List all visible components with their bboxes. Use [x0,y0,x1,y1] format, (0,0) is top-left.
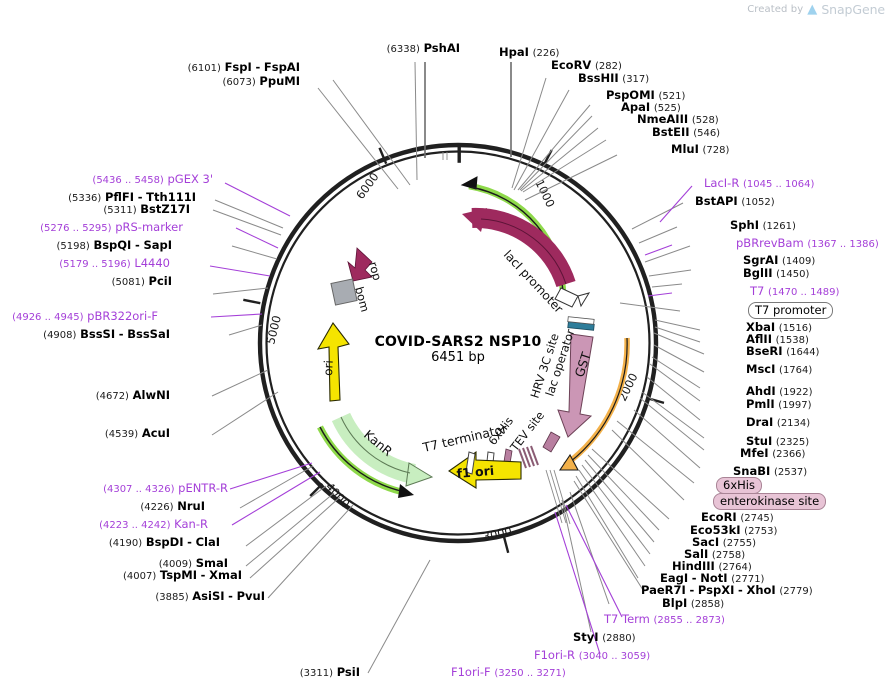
label-AcuI: (4539) AcuI [104,426,170,440]
label-ApaI: ApaI (525) [621,100,681,114]
label-L4440: (5179 .. 5196) L4440 [59,256,170,270]
leader-lines-left [211,199,431,674]
feature-KanR-promoter-arc [317,425,414,498]
label-SmaI: (4009) SmaI [158,556,228,570]
watermark-created-by: Created by [747,4,804,15]
label-PspOMI: PspOMI (521) [606,88,686,102]
feature-ori [316,322,350,402]
feature-label-bom: bom [352,285,372,313]
feature-T7-terminator-flag [465,451,476,475]
label-AhdI: AhdI (1922) [746,384,813,398]
label-SgrAI: SgrAI (1409) [743,253,816,267]
ruler-ticks [243,145,665,554]
ruler-label-1000: 1000 [532,177,557,209]
label-BspQI-SapI: (5198) BspQI - SapI [56,238,172,252]
leader-lines-right [561,202,705,633]
snapgene-watermark: Created by ▲ SnapGene [747,2,885,17]
label-BstEII: BstEII (546) [652,125,721,139]
label-AlwNI: (4672) AlwNI [95,388,170,402]
feature-box-T7-promoter: T7 promoter [748,302,834,319]
label-SalI: SalI (2758) [684,547,746,561]
page-title: COVID-SARS2 NSP10 [374,334,542,350]
label-pENTR-R: (4307 .. 4326) pENTR-R [103,481,228,495]
feature-box-6xHis: 6xHis [716,477,762,494]
feature-T7-terminator-arc [558,337,630,471]
label-pBRrevBam: pBRrevBam (1367 .. 1386) [736,236,879,250]
leader-lines-top-left [317,61,418,190]
label-BssHII: BssHII (317) [578,71,650,85]
snapgene-logo-icon: ▲ [807,2,818,17]
label-StyI: StyI (2880) [573,630,636,644]
feature-promoter-flag [554,287,591,308]
label-EcoRI: EcoRI (2745) [701,510,774,524]
leader-lines-top-right [511,77,618,201]
label-PpuMI: (6073) PpuMI [222,74,301,88]
label-DraI: DraI (2134) [746,415,811,429]
feature-GST [557,333,594,438]
feature-KanR [331,412,434,487]
leader-lines-primer-left [209,182,321,526]
label-EagI-NotI: EagI - NotI (2771) [660,571,765,585]
plasmid-size: 6451 bp [431,350,485,365]
feature-label-rop: rop [366,260,384,282]
feature-HRV3C-site [542,431,561,453]
label-FspI-FspAI: (6101) FspI - FspAI [187,60,300,74]
label-BssSI-BssSaI: (4908) BssSI - BssSaI [43,327,170,341]
label-PciI: (5081) PciI [111,274,172,288]
label-Eco53kI: Eco53kI (2753) [690,523,778,537]
label-PflFI-Tth111I: (5336) PflFI - Tth111I [68,190,196,204]
label-HindIII: HindIII (2764) [672,559,752,573]
ruler-label-5000: 5000 [263,314,284,346]
label-PsiI: (3311) PsiI [299,665,360,679]
label-Kan-R: (4223 .. 4242) Kan-R [99,517,208,531]
label-SacI: SacI (2755) [692,535,757,549]
feature-box-enterokinase-site: enterokinase site [713,493,827,510]
feature-label-f1-ori: f1 ori [456,463,495,481]
label-BseRI: BseRI (1644) [746,344,820,358]
label-pRS-marker: (5276 .. 5295) pRS-marker [40,220,183,234]
label-XbaI: XbaI (1516) [746,320,813,334]
label-SnaBI: SnaBI (2537) [733,464,808,478]
leader-lines-primer-right [554,185,693,655]
feature-lac-operator [567,316,595,331]
label-BstZ17I: (5311) BstZ17I [103,202,190,216]
label-pGEX3prime: (5436 .. 5458) pGEX 3' [92,172,213,186]
label-BglII: BglII (1450) [743,266,810,280]
label-BstAPI: BstAPI (1052) [695,194,775,208]
label-T7-primer: T7 (1470 .. 1489) [750,284,840,298]
feature-label-ori: ori [321,360,336,376]
label-pBR322ori-F: (4926 .. 4945) pBR322ori-F [12,309,158,323]
label-MscI: MscI (1764) [746,362,813,376]
feature-lacI-cds [462,207,576,288]
label-F1ori-R: F1ori-R (3040 .. 3059) [534,648,651,662]
label-BlpI: BlpI (2858) [662,596,725,610]
ruler-label-3000: 3000 [482,524,514,544]
feature-rop [347,247,373,282]
label-LacI-R: LacI-R (1045 .. 1064) [704,176,815,190]
label-SphI: SphI (1261) [730,218,796,232]
label-MfeI: MfeI (2366) [740,446,806,460]
label-AsiSI-PvuI: (3885) AsiSI - PvuI [155,589,265,603]
label-PaeR7I-PspXI-XhoI: PaeR7I - PspXI - XhoI (2779) [641,583,813,597]
label-MluI: MluI (728) [671,142,730,156]
label-StuI: StuI (2325) [746,434,810,448]
mcs-leader-bundle [545,469,571,525]
label-NruI: (4226) NruI [140,499,205,513]
label-F1ori-F: F1ori-F (3250 .. 3271) [451,665,566,679]
label-TspMI-XmaI: (4007) TspMI - XmaI [122,568,242,582]
label-NmeAIII: NmeAIII (528) [637,112,719,126]
feature-TEV-site [518,445,539,469]
watermark-brand: SnapGene [821,2,885,17]
label-BspDI-ClaI: (4190) BspDI - ClaI [108,535,220,549]
label-AflII: AflII (1538) [746,332,809,346]
label-PmlI: PmlI (1997) [746,397,812,411]
label-T7-Term: T7 Term (2855 .. 2873) [604,612,725,626]
label-HpaI: HpaI (226) [499,45,560,59]
feature-bom [330,278,358,306]
label-EcoRV: EcoRV (282) [551,58,622,72]
label-PshAI: (6338) PshAI [386,41,460,55]
